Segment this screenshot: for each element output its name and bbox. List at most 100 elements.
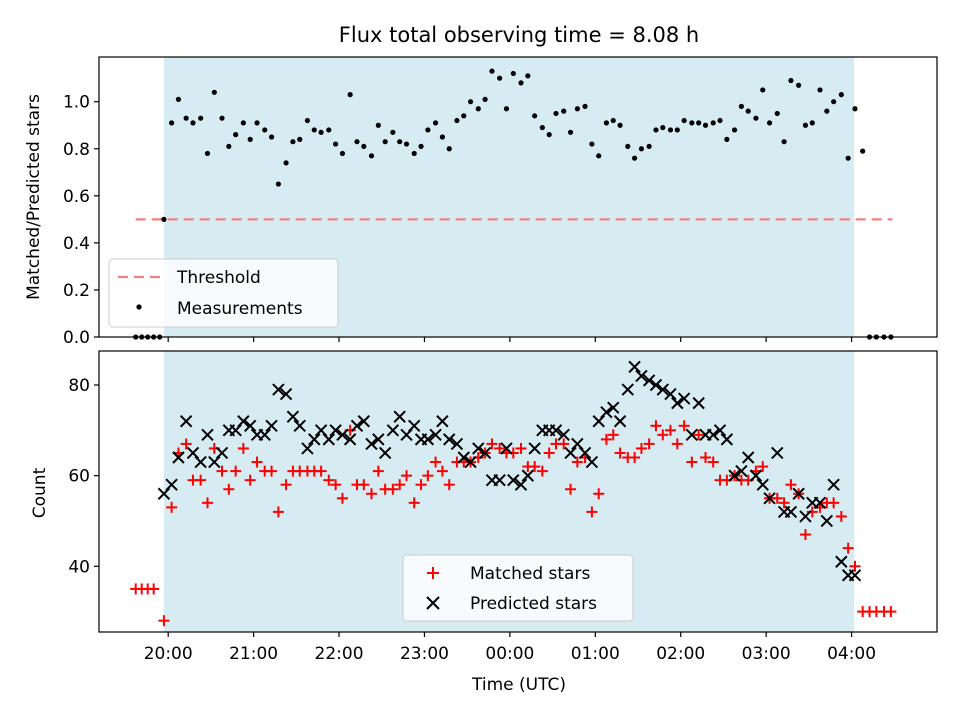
measurement-point: [553, 110, 559, 117]
measurement-point: [724, 136, 730, 142]
measurement-point: [326, 127, 332, 133]
measurement-point: [738, 103, 744, 110]
matched-star-point: [230, 465, 242, 477]
predicted-star-point: [429, 428, 442, 442]
x-tick-label: 00:00: [485, 644, 534, 664]
predicted-star-point: [357, 415, 371, 428]
top-y-axis-label: Matched/Predicted stars: [24, 94, 44, 300]
predicted-star-point: [607, 401, 620, 414]
measurement-point: [796, 82, 802, 88]
measurement-point: [567, 129, 574, 135]
measurement-point: [354, 139, 360, 145]
matched-star-point: [148, 583, 160, 595]
measurement-point: [681, 117, 687, 124]
matched-star-point: [408, 497, 420, 509]
x-axis-label: Time (UTC): [471, 675, 566, 695]
predicted-star-point: [521, 469, 535, 482]
matched-star-point: [593, 488, 605, 500]
measurement-point: [625, 143, 631, 150]
predicted-star-point: [820, 514, 834, 528]
matched-star-point: [678, 420, 690, 432]
measurement-point: [333, 141, 339, 147]
predicted-star-point: [784, 505, 798, 519]
predicted-star-point: [677, 392, 691, 405]
predicted-star-point: [728, 469, 741, 482]
measurement-point: [411, 150, 417, 157]
matched-star-point: [436, 465, 448, 477]
predicted-star-point: [179, 415, 193, 428]
matched-star-point: [515, 442, 527, 454]
predicted-star-point: [478, 446, 492, 460]
measurement-point: [489, 68, 495, 74]
measurement-point: [347, 92, 353, 98]
matched-star-point: [237, 442, 249, 454]
top-y-tick-label: 1.0: [63, 93, 90, 113]
measurement-point: [860, 148, 866, 154]
measurement-point: [638, 146, 645, 152]
matched-star-point: [336, 492, 348, 504]
predicted-star-point: [713, 424, 727, 437]
legend-predicted-label: Predicted stars: [470, 594, 597, 614]
measurement-point: [211, 89, 217, 95]
predicted-star-point: [557, 428, 570, 442]
predicted-star-point: [742, 451, 755, 464]
matched-star-point: [272, 506, 284, 518]
measurement-point: [226, 143, 232, 150]
matched-star-point: [614, 447, 626, 459]
predicted-star-point: [628, 360, 641, 374]
matched-star-point: [757, 461, 769, 473]
predicted-star-point: [265, 419, 278, 432]
predicted-star-point: [564, 446, 577, 460]
top-y-tick-label: 0.6: [63, 187, 90, 207]
measurement-point: [482, 96, 488, 102]
measurement-point: [446, 146, 452, 152]
x-tick-label: 22:00: [315, 644, 364, 664]
measurement-point: [467, 99, 474, 105]
legend-predicted-swatch: [426, 596, 440, 610]
predicted-star-point: [378, 446, 392, 460]
measurement-point: [503, 106, 510, 112]
predicted-star-point: [664, 387, 677, 401]
measurement-point: [561, 108, 567, 114]
predicted-star-point: [194, 455, 207, 469]
matched-star-point: [799, 529, 811, 541]
matched-star-point: [771, 492, 783, 504]
predicted-star-point: [386, 424, 400, 437]
matched-star-point: [835, 510, 847, 522]
top-y-tick-label: 0.0: [63, 328, 90, 348]
matched-star-point: [195, 474, 207, 486]
top-axes-frame: [98, 56, 938, 338]
matched-star-point: [201, 497, 213, 509]
matched-star-point: [358, 479, 370, 491]
predicted-star-point: [549, 424, 563, 437]
bottom-y-axis-label: Count: [30, 467, 50, 518]
measurement-point: [283, 160, 289, 166]
legend-measurements-swatch: [136, 304, 142, 310]
measurement-point: [753, 115, 759, 121]
bottom-y-tick-label: 60: [68, 467, 90, 487]
matched-star-point: [664, 424, 676, 436]
predicted-star-point: [792, 487, 805, 500]
measurement-point: [845, 155, 851, 161]
bottom-y-ticks: 40 60 80: [68, 376, 99, 577]
predicted-star-point: [493, 473, 506, 487]
measurement-point: [824, 108, 830, 114]
measurement-point: [382, 139, 388, 145]
measurement-point: [852, 106, 858, 112]
matched-star-point: [394, 479, 406, 491]
matched-star-point: [643, 438, 655, 450]
measurement-point: [425, 127, 431, 133]
top-y-tick-label: 0.2: [63, 281, 90, 301]
matched-star-point: [849, 560, 861, 572]
measurement-point: [731, 127, 738, 133]
matched-star-point: [607, 429, 619, 441]
matched-star-point: [778, 497, 790, 509]
matched-star-point: [494, 442, 506, 454]
bottom-y-tick-label: 80: [68, 376, 90, 396]
predicted-star-point: [500, 442, 513, 455]
measurement-point: [461, 113, 467, 119]
measurement-point: [190, 120, 196, 126]
legend-threshold-label: Threshold: [176, 268, 261, 288]
predicted-star-point: [835, 555, 848, 568]
